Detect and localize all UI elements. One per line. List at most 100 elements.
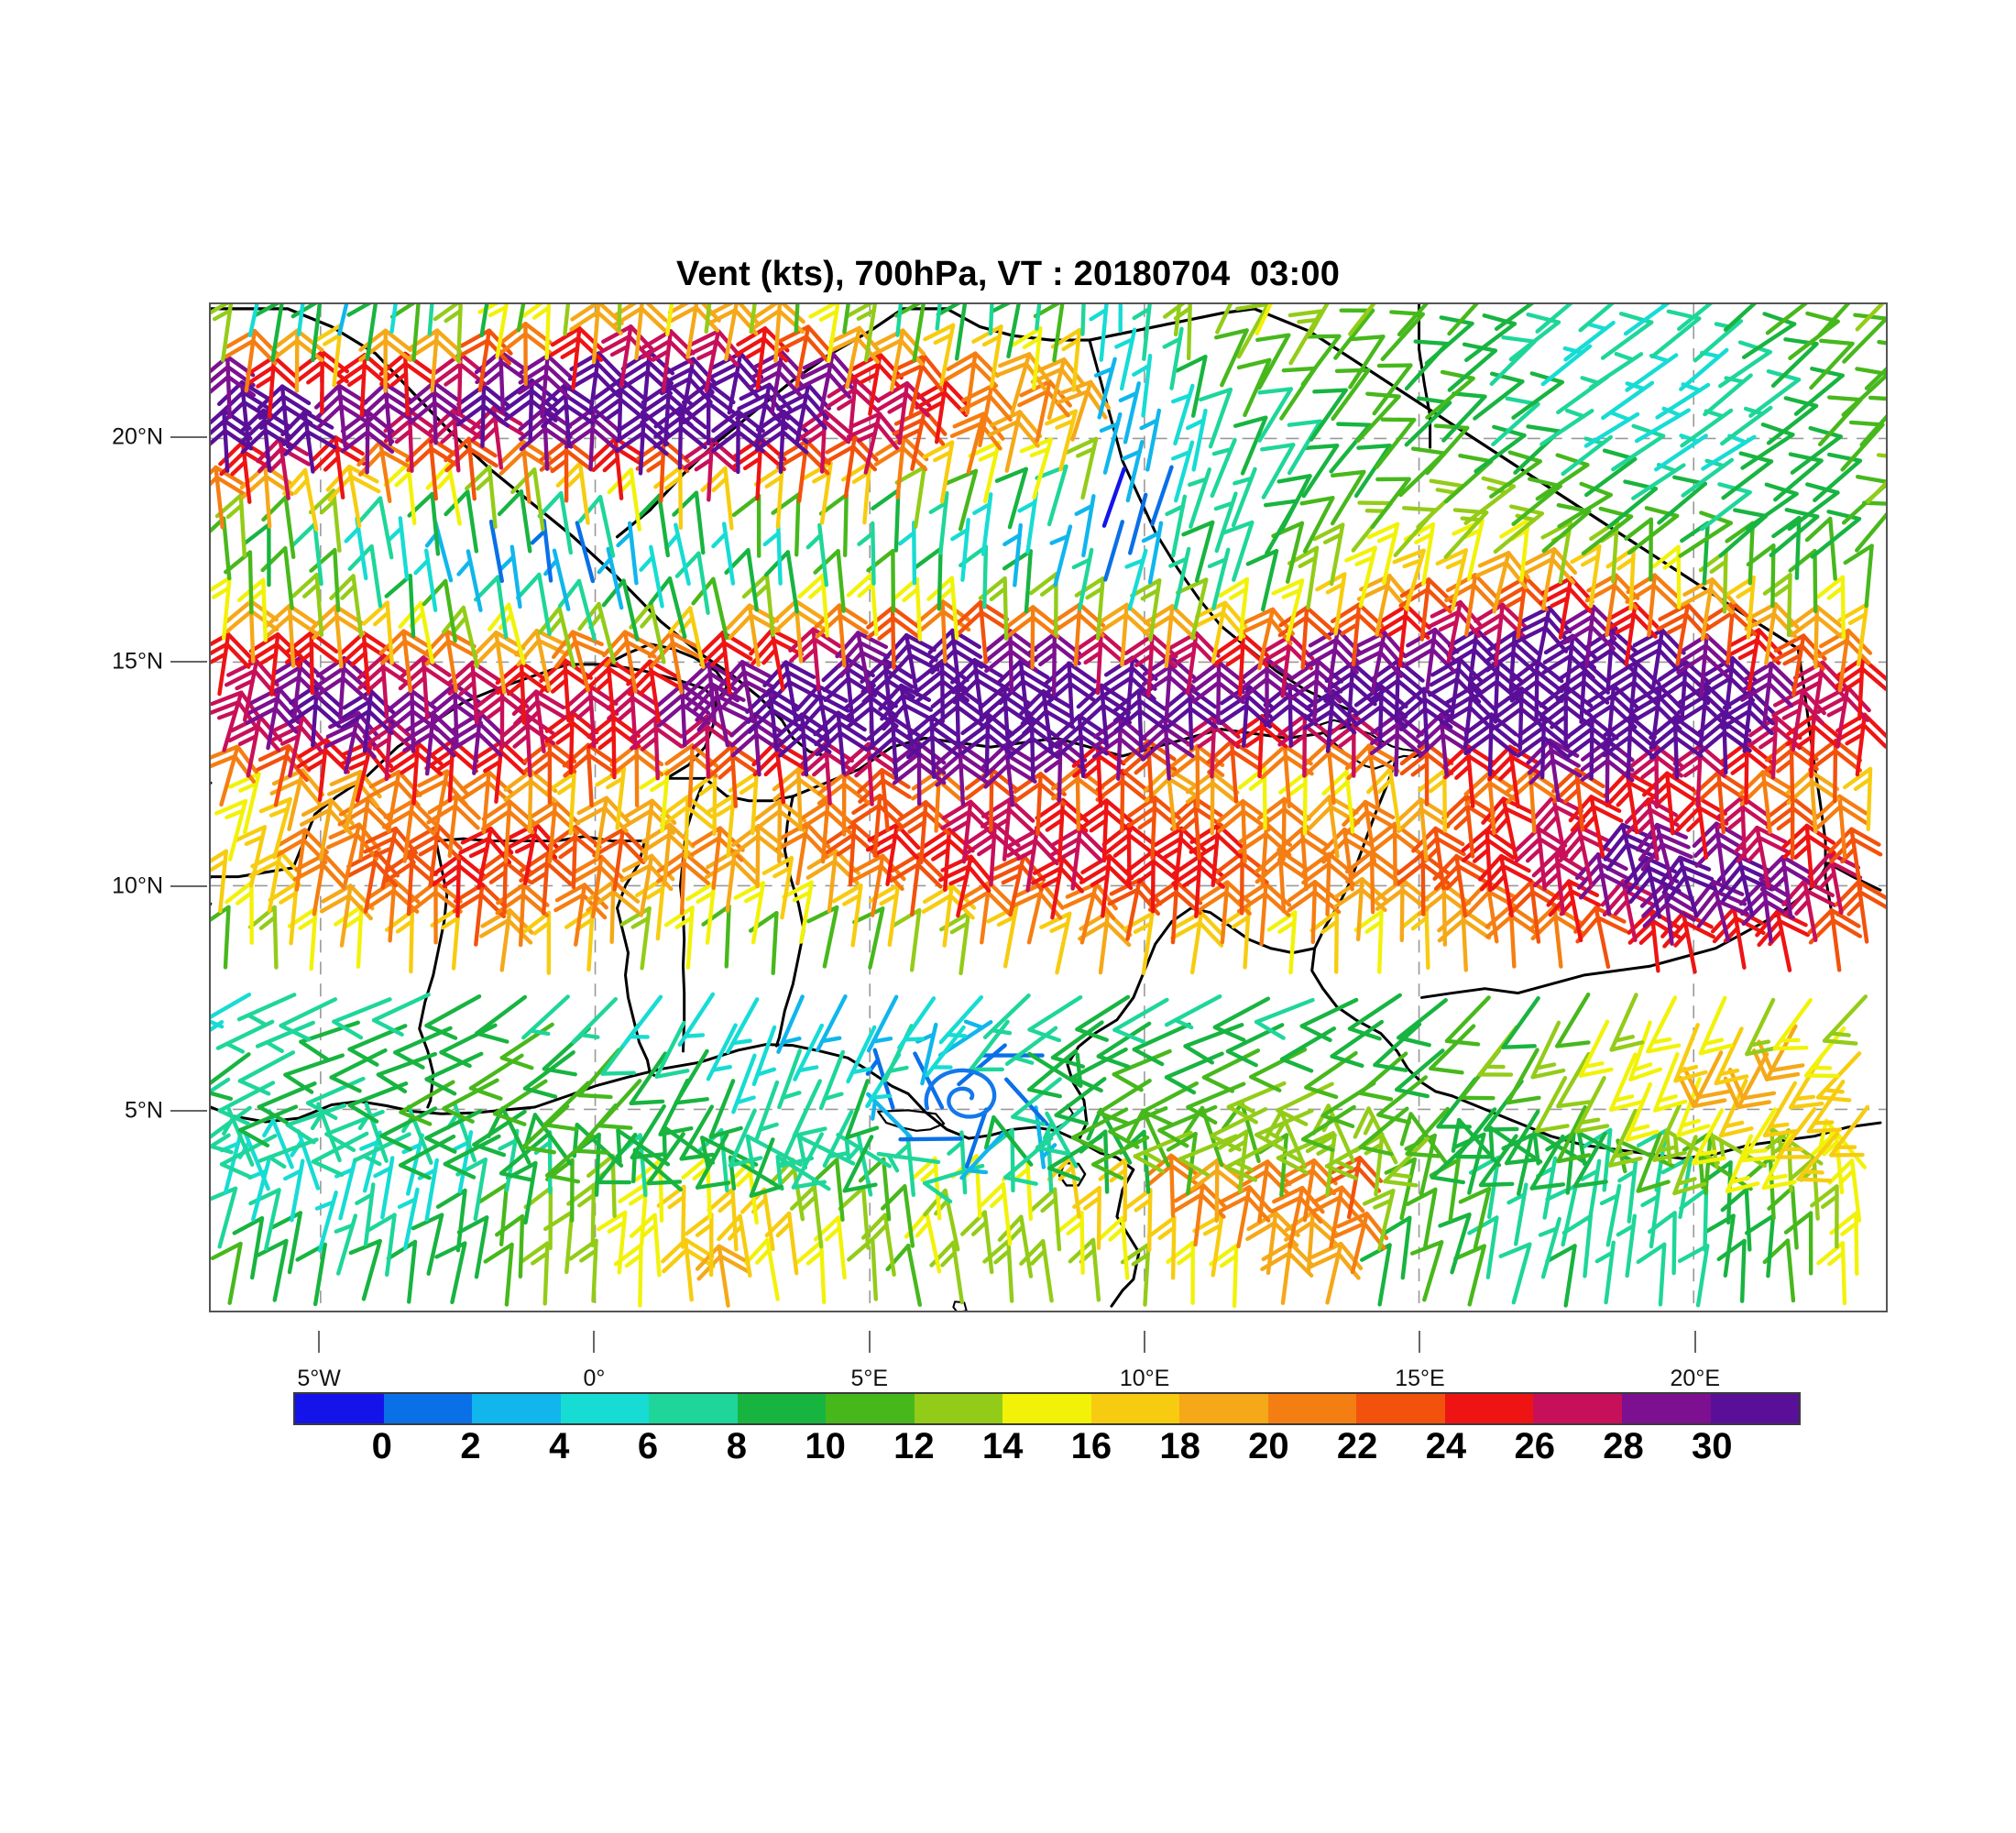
wind-barb	[1740, 1107, 1778, 1163]
wind-barb	[334, 1213, 358, 1276]
wind-barb	[1796, 1131, 1840, 1183]
wind-barb	[411, 1213, 444, 1276]
wind-barb	[1079, 853, 1134, 918]
wind-barb	[731, 493, 761, 558]
wind-barb	[475, 994, 528, 1044]
colorbar-tick-18: 18	[1159, 1426, 1200, 1466]
wind-barb	[211, 993, 252, 1029]
wind-barb	[373, 1156, 395, 1220]
wind-barb	[1130, 578, 1162, 642]
wind-barb	[646, 1132, 685, 1186]
wind-barb	[225, 880, 254, 945]
wind-barb	[314, 1190, 338, 1253]
wind-barb	[459, 770, 514, 835]
wind-barb	[1788, 549, 1818, 614]
wind-barb	[1344, 743, 1400, 807]
wind-barb	[1027, 994, 1083, 1043]
wind-barb	[1855, 304, 1885, 332]
wind-barb	[1787, 482, 1840, 532]
wind-barb	[1623, 304, 1671, 336]
wind-barb	[1146, 1215, 1177, 1280]
wind-barb	[1452, 518, 1485, 582]
wind-barb	[811, 1158, 845, 1223]
wind-barb	[546, 771, 576, 836]
wind-barb	[232, 1215, 265, 1280]
wind-barb	[1864, 339, 1886, 390]
colorbar-band-14	[1533, 1394, 1622, 1423]
wind-barb	[1627, 506, 1680, 555]
wind-barb	[806, 905, 839, 969]
wind-barb	[1855, 500, 1886, 553]
wind-barb	[1217, 1185, 1273, 1249]
wind-barb	[398, 1134, 456, 1180]
wind-barb	[296, 304, 305, 336]
wind-barb	[386, 516, 410, 580]
wind-barb	[1625, 1081, 1660, 1142]
wind-barb	[1353, 684, 1408, 750]
wind-barb	[348, 1238, 382, 1301]
wind-barb	[285, 1103, 347, 1145]
wind-barb	[754, 1080, 780, 1142]
wind-barb	[1594, 1240, 1616, 1305]
wind-barb	[1494, 304, 1534, 331]
wind-barb	[248, 1188, 281, 1251]
colorbar-tick-labels: 0 2 4 6 8 10 12 14 16 18 20 22 24 26 28 30	[293, 1428, 1801, 1470]
wind-barb	[1534, 1076, 1570, 1134]
wind-barb	[1809, 338, 1855, 390]
wind-barb	[413, 548, 438, 612]
wind-barb	[1101, 466, 1126, 528]
wind-barb	[211, 304, 234, 363]
wind-barb	[499, 322, 553, 387]
wind-barb	[236, 993, 297, 1026]
wind-barb	[1808, 739, 1863, 804]
wind-barb	[1629, 628, 1686, 692]
wind-barb	[1416, 478, 1464, 530]
wind-barb	[798, 799, 853, 864]
wind-barb	[1090, 1135, 1150, 1180]
wind-barb	[947, 1130, 968, 1195]
wind-barb	[1221, 905, 1251, 970]
wind-barb	[211, 905, 231, 970]
colorbar-band-2	[472, 1394, 561, 1423]
wind-barb	[761, 856, 794, 920]
wind-barb	[607, 467, 641, 532]
wind-barb	[537, 490, 574, 555]
wind-barb	[488, 519, 504, 584]
wind-barb	[1540, 344, 1593, 387]
wind-barb	[1142, 604, 1198, 668]
wind-barb	[1358, 1106, 1409, 1157]
wind-barb	[871, 488, 901, 553]
colorbar-band-13	[1444, 1394, 1534, 1423]
wind-barb	[1789, 604, 1844, 669]
wind-barb	[332, 997, 392, 1040]
colorbar-tick-20: 20	[1248, 1426, 1289, 1466]
x-tick-mark	[868, 1331, 871, 1353]
wind-barb	[816, 994, 848, 1052]
wind-barb	[1118, 381, 1141, 445]
wind-barb	[930, 685, 985, 750]
wind-barb	[1201, 1048, 1261, 1093]
colorbar-band-9	[1090, 1394, 1180, 1423]
wind-barb	[1441, 685, 1497, 750]
wind-barb	[537, 606, 576, 669]
wind-barb	[1147, 880, 1203, 945]
wind-barb	[257, 1137, 319, 1169]
wind-barb	[1636, 1132, 1671, 1193]
wind-barb	[1425, 423, 1470, 476]
wind-barb	[520, 1241, 550, 1306]
map-plot-area	[209, 302, 1888, 1312]
wind-barb	[1531, 851, 1587, 916]
wind-barb	[1074, 494, 1096, 558]
wind-barb	[456, 1215, 489, 1279]
wind-barb	[1813, 452, 1863, 503]
wind-barb	[1358, 1051, 1408, 1102]
wind-barb	[1112, 997, 1169, 1044]
wind-barb	[511, 689, 567, 754]
wind-barb	[211, 744, 258, 807]
wind-barb	[371, 993, 431, 1037]
wind-barb	[1093, 357, 1117, 420]
wind-barb	[1405, 1187, 1438, 1251]
wind-barb	[684, 1213, 714, 1278]
wind-barb	[665, 304, 674, 336]
wind-barb	[798, 351, 856, 415]
